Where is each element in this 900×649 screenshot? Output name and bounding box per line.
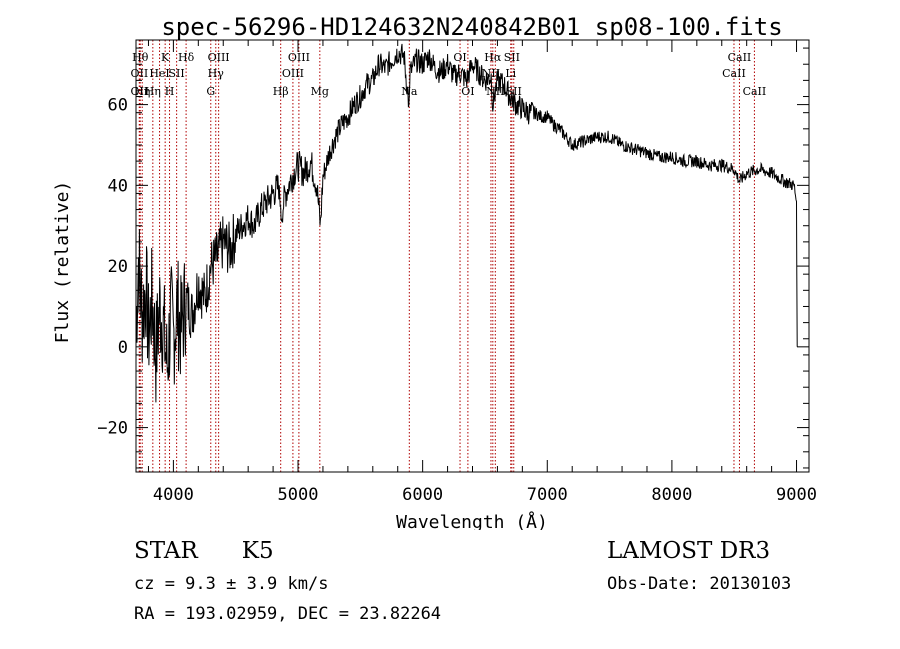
line-marker-label: OIII [288, 51, 310, 64]
observation-date: Obs-Date: 20130103 [607, 574, 792, 594]
y-tick-label: 40 [108, 176, 128, 196]
spectrum-chart: spec-56296-HD124632N240842B01_sp08-100.f… [52, 13, 817, 530]
object-type: STAR [134, 538, 198, 564]
spectrum-line [135, 43, 798, 403]
x-tick-label: 4000 [153, 485, 194, 505]
line-marker-label: OIII [208, 51, 230, 64]
x-axis: 4000 5000 6000 7000 8000 9000 [147, 40, 817, 505]
line-marker-label: SII [504, 51, 520, 64]
sky-coordinates: RA = 193.02959, DEC = 23.82264 [134, 604, 442, 624]
line-marker-label: OII [131, 85, 149, 98]
line-marker-label: G [206, 85, 215, 98]
line-marker-labels: HθOIIOIIHηHηHeIKHSIIHδGHγOIIIHβOIIIOIIIM… [131, 51, 767, 98]
line-marker-label: OI [453, 51, 466, 64]
object-classification: STAR K5 [134, 538, 274, 564]
line-marker-label: H [165, 85, 175, 98]
line-marker-label: Hθ [132, 51, 149, 64]
plot-frame [135, 39, 810, 473]
x-axis-label: Wavelength (Å) [396, 511, 548, 530]
line-marker-label: K [161, 51, 170, 64]
line-marker-label: SII [169, 67, 185, 80]
line-marker-label: Hα [484, 51, 502, 64]
line-marker-label: Hη [134, 85, 150, 98]
y-tick-label: −20 [97, 419, 128, 439]
spectral-subclass: K5 [241, 538, 274, 564]
y-tick-label: 60 [108, 96, 128, 116]
line-marker-label: OIII [282, 67, 304, 80]
line-marker-label: OI [461, 85, 474, 98]
line-marker-label: Hδ [178, 51, 195, 64]
line-marker-label: Mg [311, 85, 329, 98]
line-marker-label: Hγ [208, 67, 225, 80]
redshift-velocity: cz = 9.3 ± 3.9 km/s [134, 574, 329, 594]
line-marker-label: HeI [149, 67, 169, 80]
y-tick-label: 0 [118, 338, 128, 358]
y-tick-label: 20 [108, 257, 128, 277]
line-marker-label: Hβ [273, 85, 289, 98]
line-marker-label: Hη [145, 85, 161, 98]
y-axis: −20 0 20 40 60 [97, 47, 809, 469]
chart-title: spec-56296-HD124632N240842B01_sp08-100.f… [161, 13, 782, 41]
survey-name: LAMOST DR3 [607, 538, 771, 564]
line-marker-label: Li [505, 67, 516, 80]
line-marker-label: CaII [728, 51, 752, 64]
x-tick-label: 5000 [278, 485, 319, 505]
line-marker-label: CaII [722, 67, 746, 80]
x-tick-label: 9000 [776, 485, 817, 505]
line-marker-label: CaII [743, 85, 767, 98]
x-tick-label: 8000 [651, 485, 692, 505]
x-tick-label: 7000 [527, 485, 568, 505]
x-tick-label: 6000 [402, 485, 443, 505]
line-marker-label: OII [131, 67, 149, 80]
y-axis-label: Flux (relative) [52, 181, 73, 344]
